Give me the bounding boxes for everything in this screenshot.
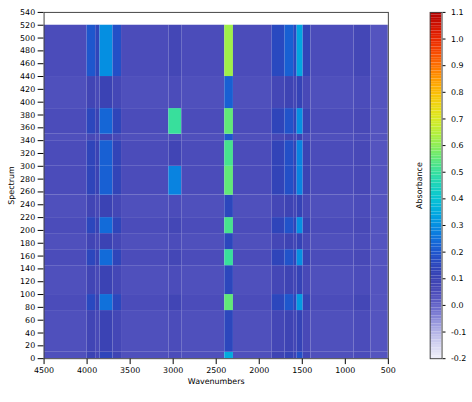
svg-text:1500: 1500 [292,366,312,375]
svg-text:1.0: 1.0 [451,35,464,44]
svg-text:460: 460 [20,59,35,68]
svg-text:240: 240 [20,200,35,209]
svg-text:-0.2: -0.2 [451,354,466,363]
svg-text:540: 540 [20,8,35,17]
svg-text:0.3: 0.3 [451,221,464,230]
svg-text:120: 120 [20,277,35,286]
svg-text:340: 340 [20,136,35,145]
svg-text:180: 180 [20,239,35,248]
svg-text:40: 40 [25,329,35,338]
svg-text:0.5: 0.5 [451,168,464,177]
svg-text:380: 380 [20,111,35,120]
svg-text:0.6: 0.6 [451,141,464,150]
svg-text:Wavenumbers: Wavenumbers [188,377,245,386]
svg-text:160: 160 [20,252,35,261]
svg-text:20: 20 [25,341,35,350]
svg-text:4500: 4500 [34,366,54,375]
svg-text:3000: 3000 [163,366,183,375]
svg-text:80: 80 [25,303,35,312]
svg-text:Absorbance: Absorbance [415,162,424,209]
svg-text:3500: 3500 [120,366,140,375]
svg-text:4000: 4000 [77,366,97,375]
svg-text:480: 480 [20,46,35,55]
svg-text:260: 260 [20,187,35,196]
svg-text:-0.1: -0.1 [451,328,466,337]
svg-text:300: 300 [20,162,35,171]
svg-text:520: 520 [20,21,35,30]
svg-text:60: 60 [25,316,35,325]
svg-text:0.1: 0.1 [451,274,464,283]
svg-text:320: 320 [20,149,35,158]
svg-text:0.2: 0.2 [451,248,464,257]
svg-text:360: 360 [20,123,35,132]
svg-text:0: 0 [30,354,35,363]
svg-text:500: 500 [20,34,35,43]
svg-text:2000: 2000 [249,366,269,375]
svg-text:400: 400 [20,98,35,107]
svg-text:500: 500 [381,366,396,375]
svg-text:0.8: 0.8 [451,88,464,97]
svg-text:200: 200 [20,226,35,235]
svg-text:140: 140 [20,264,35,273]
svg-text:280: 280 [20,175,35,184]
svg-text:Spectrum: Spectrum [7,166,16,205]
svg-text:220: 220 [20,213,35,222]
svg-text:0.0: 0.0 [451,301,464,310]
svg-text:0.9: 0.9 [451,61,464,70]
svg-text:0.7: 0.7 [451,114,464,123]
svg-text:2500: 2500 [206,366,226,375]
svg-text:0.4: 0.4 [451,194,464,203]
svg-text:1.1: 1.1 [451,8,464,17]
svg-text:1000: 1000 [335,366,355,375]
svg-text:100: 100 [20,290,35,299]
svg-text:420: 420 [20,85,35,94]
svg-text:440: 440 [20,72,35,81]
